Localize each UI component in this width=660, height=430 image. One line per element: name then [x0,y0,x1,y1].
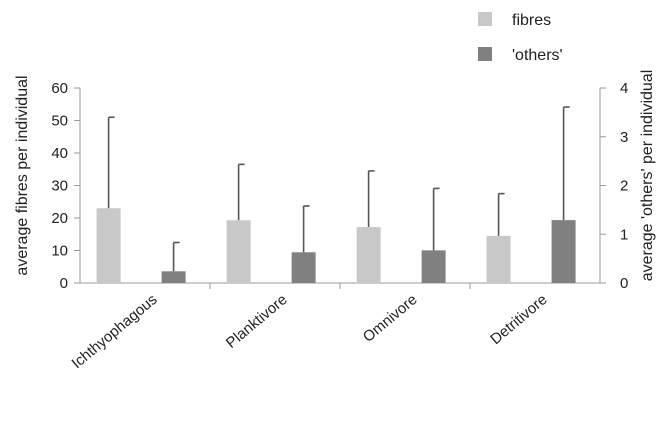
right-tick-label: 2 [620,178,628,195]
right-tick-label: 4 [620,80,628,97]
right-tick-label: 0 [620,275,628,292]
bar-others [291,252,316,283]
left-tick-label: 20 [51,210,68,227]
bar-others [551,220,576,283]
left-tick-label: 0 [60,275,68,292]
bar-fibres [96,208,121,283]
legend-swatch-fibres [478,12,492,26]
bar-fibres [356,227,381,283]
bar-others [421,250,446,283]
left-tick-label: 50 [51,113,68,130]
legend-swatch-others [478,47,492,61]
right-tick-label: 1 [620,226,628,243]
category-label: Ichthyophagous [69,291,161,372]
legend-label-others: 'others' [512,47,563,64]
bar-fibres [226,220,251,283]
right-tick-label: 3 [620,129,628,146]
left-tick-label: 60 [51,80,68,97]
bar-others [161,271,186,283]
legend-label-fibres: fibres [512,12,551,29]
left-tick-label: 10 [51,243,68,260]
left-axis-title: average fibres per individual [14,75,31,275]
category-label: Omnivore [360,291,421,346]
bar-fibres [486,235,511,283]
right-axis-title: average 'others' per individual [639,70,656,282]
category-label: Planktivore [223,291,291,352]
category-label: Detritivore [487,291,550,348]
left-tick-label: 30 [51,178,68,195]
left-tick-label: 40 [51,145,68,162]
